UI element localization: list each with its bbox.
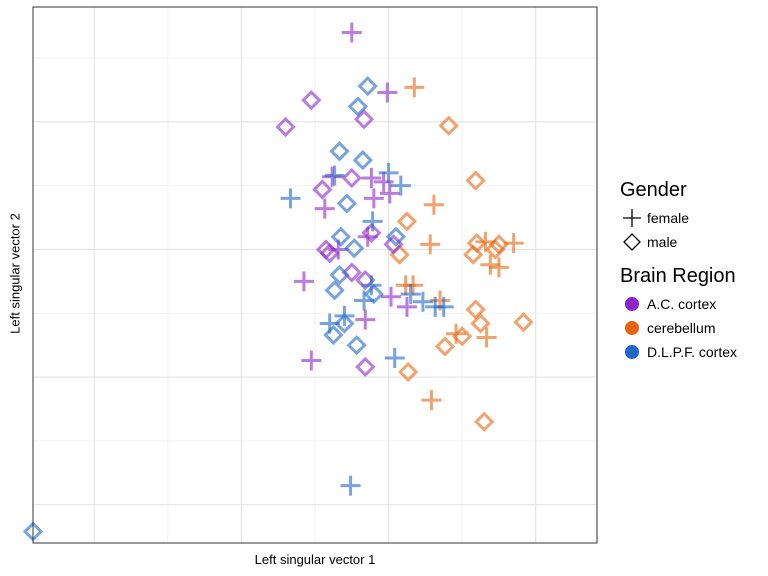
- point-female-a-c-cortex: [361, 168, 382, 189]
- legend-item-ac-cortex: A.C. cortex: [620, 292, 765, 316]
- point-female-d-l-p-f-cortex: [324, 165, 345, 186]
- circle-icon: [620, 340, 644, 364]
- legend: Gender female male Brain Region A.C. c: [620, 178, 765, 374]
- point-male-d-l-p-f-cortex: [385, 226, 407, 247]
- legend-label-ac-cortex: A.C. cortex: [647, 296, 717, 312]
- point-female-a-c-cortex: [363, 188, 384, 209]
- point-male-d-l-p-f-cortex: [330, 226, 351, 247]
- point-male-d-l-p-f-cortex: [347, 96, 369, 117]
- point-female-cerebellum: [446, 323, 466, 344]
- point-female-cerebellum: [475, 231, 496, 252]
- point-male-cerebellum: [465, 299, 486, 320]
- point-male-cerebellum: [474, 411, 495, 432]
- point-male-d-l-p-f-cortex: [323, 324, 344, 346]
- point-female-cerebellum: [476, 327, 497, 348]
- point-male-d-l-p-f-cortex: [344, 238, 365, 259]
- point-male-d-l-p-f-cortex: [363, 284, 384, 305]
- point-male-cerebellum: [513, 312, 534, 333]
- point-male-d-l-p-f-cortex: [346, 335, 367, 356]
- legend-brain-region: Brain Region A.C. cortex cerebellum D.L.…: [620, 264, 765, 364]
- x-axis-title: Left singular vector 1: [254, 552, 376, 567]
- point-female-cerebellum: [421, 390, 442, 411]
- point-female-d-l-p-f-cortex: [390, 175, 411, 196]
- y-axis-title: Left singular vector 2: [7, 213, 23, 334]
- point-female-d-l-p-f-cortex: [354, 290, 375, 311]
- point-male-a-c-cortex: [301, 90, 322, 111]
- legend-item-female: female: [620, 206, 765, 230]
- point-female-cerebellum: [403, 275, 424, 296]
- point-female-d-l-p-f-cortex: [384, 347, 405, 368]
- point-female-d-l-p-f-cortex: [362, 211, 383, 232]
- point-male-cerebellum: [465, 170, 486, 191]
- point-female-d-l-p-f-cortex: [361, 275, 382, 296]
- legend-gender: Gender female male: [620, 178, 765, 254]
- point-female-cerebellum: [404, 77, 425, 98]
- point-female-a-c-cortex: [293, 271, 314, 292]
- point-male-a-c-cortex: [353, 109, 375, 130]
- point-female-a-c-cortex: [355, 309, 376, 330]
- point-male-cerebellum: [434, 336, 456, 357]
- point-female-cerebellum: [503, 233, 524, 254]
- point-male-d-l-p-f-cortex: [324, 280, 345, 301]
- point-female-cerebellum: [420, 234, 441, 255]
- legend-label-cerebellum: cerebellum: [647, 320, 716, 336]
- point-female-cerebellum: [488, 257, 509, 278]
- point-male-cerebellum: [463, 244, 484, 265]
- point-male-a-c-cortex: [355, 356, 376, 378]
- plot-border: [32, 6, 598, 544]
- plus-icon: [620, 206, 644, 230]
- point-female-a-c-cortex: [314, 198, 335, 219]
- point-male-cerebellum: [470, 313, 491, 334]
- point-male-d-l-p-f-cortex: [352, 150, 373, 171]
- legend-item-male: male: [620, 230, 765, 254]
- point-female-cerebellum: [423, 194, 444, 215]
- point-female-a-c-cortex: [357, 226, 378, 247]
- point-female-d-l-p-f-cortex: [334, 305, 355, 326]
- point-male-d-l-p-f-cortex: [329, 264, 350, 286]
- point-female-a-c-cortex: [341, 22, 362, 43]
- legend-item-cerebellum: cerebellum: [620, 316, 765, 340]
- point-male-a-c-cortex: [341, 167, 362, 189]
- point-female-a-c-cortex: [377, 82, 398, 103]
- point-male-a-c-cortex: [275, 116, 296, 138]
- legend-item-dlpf-cortex: D.L.P.F. cortex: [620, 340, 765, 364]
- point-male-d-l-p-f-cortex: [334, 313, 355, 334]
- point-female-d-l-p-f-cortex: [400, 284, 421, 305]
- point-female-d-l-p-f-cortex: [340, 475, 361, 496]
- point-female-a-c-cortex: [396, 296, 417, 317]
- legend-title-gender: Gender: [620, 179, 687, 201]
- diamond-icon: [620, 230, 644, 254]
- point-female-a-c-cortex: [301, 350, 322, 371]
- point-male-d-l-p-f-cortex: [329, 141, 350, 162]
- point-male-d-l-p-f-cortex: [336, 193, 357, 214]
- point-female-d-l-p-f-cortex: [280, 188, 301, 209]
- legend-label-dlpf-cortex: D.L.P.F. cortex: [647, 344, 738, 360]
- point-female-a-c-cortex: [373, 171, 394, 192]
- point-female-d-l-p-f-cortex: [412, 291, 433, 312]
- circle-icon: [620, 292, 644, 316]
- point-male-a-c-cortex: [361, 222, 382, 244]
- legend-title-brain-region: Brain Region: [620, 265, 736, 287]
- point-male-a-c-cortex: [341, 262, 362, 283]
- point-female-d-l-p-f-cortex: [319, 313, 340, 334]
- point-female-cerebellum: [480, 254, 501, 275]
- point-male-a-c-cortex: [312, 179, 333, 200]
- legend-label-male: male: [647, 234, 678, 250]
- circle-icon: [620, 316, 644, 340]
- point-male-cerebellum: [485, 239, 506, 260]
- point-female-a-c-cortex: [381, 286, 402, 307]
- point-female-d-l-p-f-cortex: [378, 162, 399, 183]
- point-male-cerebellum: [438, 115, 459, 136]
- point-male-cerebellum: [396, 211, 418, 232]
- point-female-a-c-cortex: [379, 183, 400, 204]
- point-male-d-l-p-f-cortex: [357, 76, 378, 97]
- point-female-d-l-p-f-cortex: [433, 296, 454, 317]
- point-male-cerebellum: [398, 361, 419, 383]
- legend-label-female: female: [647, 210, 690, 226]
